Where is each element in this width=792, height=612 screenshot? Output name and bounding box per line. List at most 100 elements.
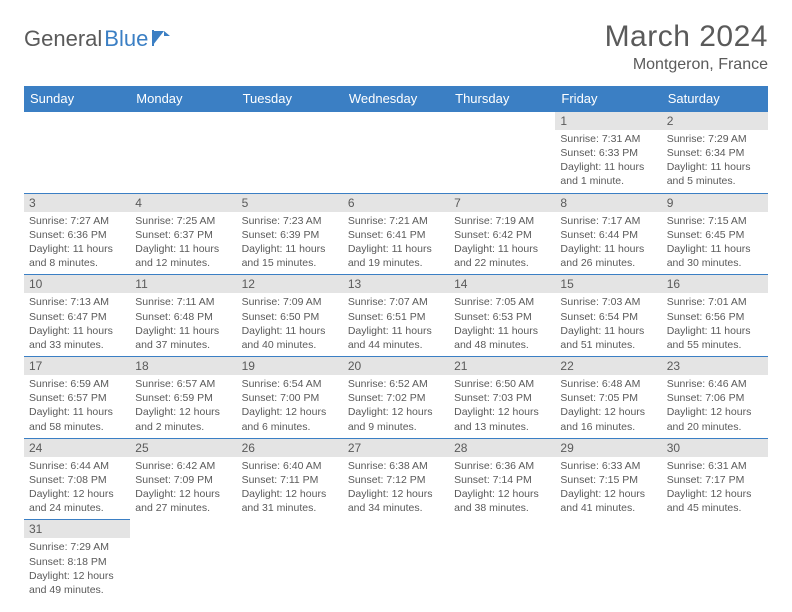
- day-info: Sunrise: 7:15 AMSunset: 6:45 PMDaylight:…: [662, 212, 768, 275]
- day-info: Sunrise: 6:33 AMSunset: 7:15 PMDaylight:…: [555, 457, 661, 520]
- calendar-day-cell: 18Sunrise: 6:57 AMSunset: 6:59 PMDayligh…: [130, 357, 236, 439]
- day-info: Sunrise: 7:01 AMSunset: 6:56 PMDaylight:…: [662, 293, 768, 356]
- calendar-day-cell: [24, 112, 130, 194]
- day-info: Sunrise: 6:31 AMSunset: 7:17 PMDaylight:…: [662, 457, 768, 520]
- day-info: Sunrise: 6:46 AMSunset: 7:06 PMDaylight:…: [662, 375, 768, 438]
- day-info: Sunrise: 6:52 AMSunset: 7:02 PMDaylight:…: [343, 375, 449, 438]
- calendar-day-cell: [449, 520, 555, 601]
- calendar-day-cell: 20Sunrise: 6:52 AMSunset: 7:02 PMDayligh…: [343, 357, 449, 439]
- day-number: 15: [555, 275, 661, 293]
- calendar-day-cell: 14Sunrise: 7:05 AMSunset: 6:53 PMDayligh…: [449, 275, 555, 357]
- calendar-day-cell: 11Sunrise: 7:11 AMSunset: 6:48 PMDayligh…: [130, 275, 236, 357]
- logo: GeneralBlue: [24, 26, 172, 52]
- calendar-day-cell: 22Sunrise: 6:48 AMSunset: 7:05 PMDayligh…: [555, 357, 661, 439]
- calendar-day-cell: 29Sunrise: 6:33 AMSunset: 7:15 PMDayligh…: [555, 438, 661, 520]
- day-number: 1: [555, 112, 661, 130]
- calendar-day-cell: 21Sunrise: 6:50 AMSunset: 7:03 PMDayligh…: [449, 357, 555, 439]
- calendar-day-cell: 10Sunrise: 7:13 AMSunset: 6:47 PMDayligh…: [24, 275, 130, 357]
- calendar-day-cell: [343, 112, 449, 194]
- day-number: 13: [343, 275, 449, 293]
- calendar-day-cell: 15Sunrise: 7:03 AMSunset: 6:54 PMDayligh…: [555, 275, 661, 357]
- calendar-week-row: 1Sunrise: 7:31 AMSunset: 6:33 PMDaylight…: [24, 112, 768, 194]
- day-info: Sunrise: 7:09 AMSunset: 6:50 PMDaylight:…: [237, 293, 343, 356]
- day-info: Sunrise: 7:05 AMSunset: 6:53 PMDaylight:…: [449, 293, 555, 356]
- weekday-header: Friday: [555, 86, 661, 112]
- day-info: Sunrise: 7:31 AMSunset: 6:33 PMDaylight:…: [555, 130, 661, 193]
- calendar-week-row: 10Sunrise: 7:13 AMSunset: 6:47 PMDayligh…: [24, 275, 768, 357]
- day-number: 19: [237, 357, 343, 375]
- weekday-header: Monday: [130, 86, 236, 112]
- day-number: 5: [237, 194, 343, 212]
- location: Montgeron, France: [605, 56, 768, 74]
- day-info: Sunrise: 7:11 AMSunset: 6:48 PMDaylight:…: [130, 293, 236, 356]
- day-number: 29: [555, 439, 661, 457]
- day-number: 4: [130, 194, 236, 212]
- day-number: 17: [24, 357, 130, 375]
- calendar-body: 1Sunrise: 7:31 AMSunset: 6:33 PMDaylight…: [24, 112, 768, 602]
- logo-text-blue: Blue: [104, 26, 148, 52]
- day-number: 31: [24, 520, 130, 538]
- day-number: 6: [343, 194, 449, 212]
- day-info: Sunrise: 6:57 AMSunset: 6:59 PMDaylight:…: [130, 375, 236, 438]
- calendar-day-cell: 3Sunrise: 7:27 AMSunset: 6:36 PMDaylight…: [24, 193, 130, 275]
- calendar-day-cell: [130, 112, 236, 194]
- day-number: 26: [237, 439, 343, 457]
- day-number: 7: [449, 194, 555, 212]
- day-info: Sunrise: 7:21 AMSunset: 6:41 PMDaylight:…: [343, 212, 449, 275]
- weekday-header-row: SundayMondayTuesdayWednesdayThursdayFrid…: [24, 86, 768, 112]
- calendar-day-cell: 24Sunrise: 6:44 AMSunset: 7:08 PMDayligh…: [24, 438, 130, 520]
- calendar-day-cell: [449, 112, 555, 194]
- day-number: 25: [130, 439, 236, 457]
- day-number: 18: [130, 357, 236, 375]
- logo-text-general: General: [24, 26, 102, 52]
- day-number: 23: [662, 357, 768, 375]
- header: GeneralBlue March 2024 Montgeron, France: [24, 20, 768, 74]
- flag-icon: [152, 30, 172, 46]
- day-info: Sunrise: 6:42 AMSunset: 7:09 PMDaylight:…: [130, 457, 236, 520]
- day-number: 30: [662, 439, 768, 457]
- calendar-day-cell: 17Sunrise: 6:59 AMSunset: 6:57 PMDayligh…: [24, 357, 130, 439]
- day-number: 10: [24, 275, 130, 293]
- day-info: Sunrise: 7:13 AMSunset: 6:47 PMDaylight:…: [24, 293, 130, 356]
- calendar-day-cell: 23Sunrise: 6:46 AMSunset: 7:06 PMDayligh…: [662, 357, 768, 439]
- calendar-day-cell: 13Sunrise: 7:07 AMSunset: 6:51 PMDayligh…: [343, 275, 449, 357]
- month-title: March 2024: [605, 20, 768, 54]
- day-number: 9: [662, 194, 768, 212]
- calendar-day-cell: 25Sunrise: 6:42 AMSunset: 7:09 PMDayligh…: [130, 438, 236, 520]
- calendar-day-cell: 1Sunrise: 7:31 AMSunset: 6:33 PMDaylight…: [555, 112, 661, 194]
- calendar-day-cell: [343, 520, 449, 601]
- title-block: March 2024 Montgeron, France: [605, 20, 768, 74]
- weekday-header: Wednesday: [343, 86, 449, 112]
- day-number: 16: [662, 275, 768, 293]
- day-info: Sunrise: 7:17 AMSunset: 6:44 PMDaylight:…: [555, 212, 661, 275]
- calendar-table: SundayMondayTuesdayWednesdayThursdayFrid…: [24, 86, 768, 601]
- calendar-day-cell: 30Sunrise: 6:31 AMSunset: 7:17 PMDayligh…: [662, 438, 768, 520]
- day-info: Sunrise: 6:50 AMSunset: 7:03 PMDaylight:…: [449, 375, 555, 438]
- day-number: 11: [130, 275, 236, 293]
- calendar-day-cell: 12Sunrise: 7:09 AMSunset: 6:50 PMDayligh…: [237, 275, 343, 357]
- day-number: 12: [237, 275, 343, 293]
- calendar-day-cell: 28Sunrise: 6:36 AMSunset: 7:14 PMDayligh…: [449, 438, 555, 520]
- calendar-day-cell: 9Sunrise: 7:15 AMSunset: 6:45 PMDaylight…: [662, 193, 768, 275]
- day-info: Sunrise: 6:59 AMSunset: 6:57 PMDaylight:…: [24, 375, 130, 438]
- calendar-day-cell: 2Sunrise: 7:29 AMSunset: 6:34 PMDaylight…: [662, 112, 768, 194]
- calendar-day-cell: [662, 520, 768, 601]
- day-info: Sunrise: 6:38 AMSunset: 7:12 PMDaylight:…: [343, 457, 449, 520]
- day-number: 24: [24, 439, 130, 457]
- day-number: 22: [555, 357, 661, 375]
- calendar-week-row: 24Sunrise: 6:44 AMSunset: 7:08 PMDayligh…: [24, 438, 768, 520]
- calendar-week-row: 3Sunrise: 7:27 AMSunset: 6:36 PMDaylight…: [24, 193, 768, 275]
- day-info: Sunrise: 7:03 AMSunset: 6:54 PMDaylight:…: [555, 293, 661, 356]
- calendar-day-cell: 7Sunrise: 7:19 AMSunset: 6:42 PMDaylight…: [449, 193, 555, 275]
- calendar-day-cell: [237, 520, 343, 601]
- calendar-day-cell: [555, 520, 661, 601]
- calendar-day-cell: 27Sunrise: 6:38 AMSunset: 7:12 PMDayligh…: [343, 438, 449, 520]
- day-number: 28: [449, 439, 555, 457]
- calendar-day-cell: 5Sunrise: 7:23 AMSunset: 6:39 PMDaylight…: [237, 193, 343, 275]
- calendar-day-cell: [237, 112, 343, 194]
- weekday-header: Saturday: [662, 86, 768, 112]
- calendar-day-cell: 31Sunrise: 7:29 AMSunset: 8:18 PMDayligh…: [24, 520, 130, 601]
- day-info: Sunrise: 6:44 AMSunset: 7:08 PMDaylight:…: [24, 457, 130, 520]
- calendar-day-cell: 8Sunrise: 7:17 AMSunset: 6:44 PMDaylight…: [555, 193, 661, 275]
- calendar-day-cell: 4Sunrise: 7:25 AMSunset: 6:37 PMDaylight…: [130, 193, 236, 275]
